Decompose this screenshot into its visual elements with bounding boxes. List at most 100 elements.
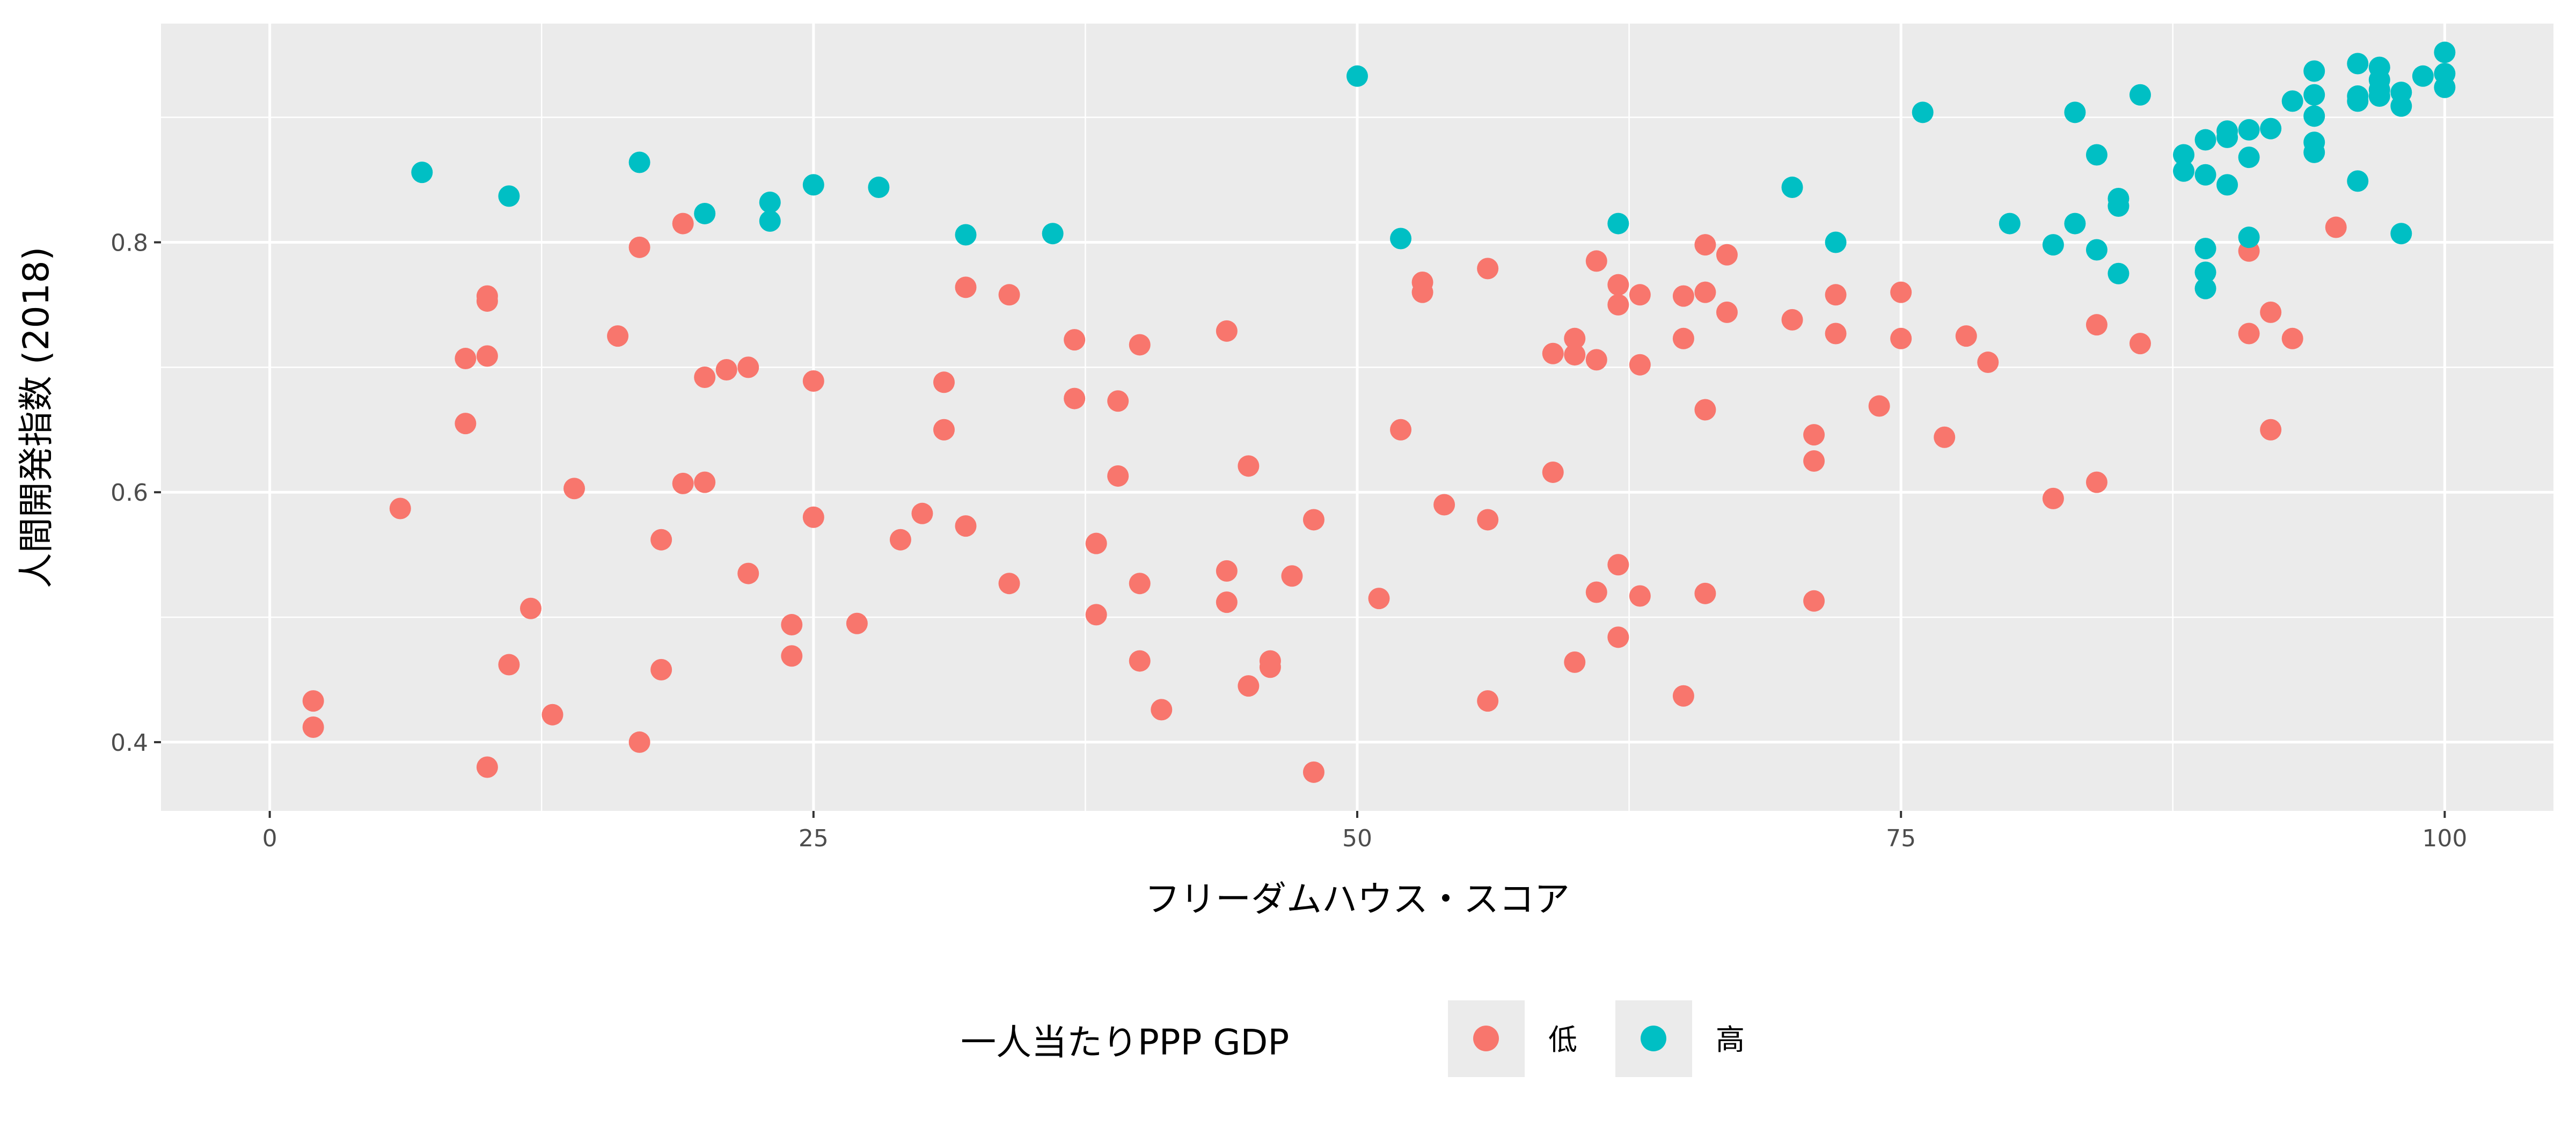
data-point-low xyxy=(1477,509,1499,531)
data-point-low xyxy=(1977,352,1999,374)
data-point-high xyxy=(2173,144,2195,166)
data-point-high xyxy=(2238,226,2260,248)
data-point-high xyxy=(2238,119,2260,141)
data-point-high xyxy=(2347,170,2369,192)
data-point-low xyxy=(933,371,955,393)
data-point-low xyxy=(1868,395,1890,417)
data-point-low xyxy=(802,370,824,392)
data-point-high xyxy=(1825,231,1847,253)
data-point-low xyxy=(672,213,694,235)
data-point-high xyxy=(2303,141,2325,163)
data-point-high xyxy=(1390,228,1412,250)
data-point-low xyxy=(1694,234,1716,256)
data-point-low xyxy=(1716,244,1738,266)
data-point-low xyxy=(1803,450,1825,472)
data-point-low xyxy=(1216,591,1238,613)
data-point-high xyxy=(2064,101,2086,123)
data-point-high xyxy=(1781,177,1803,199)
data-point-low xyxy=(476,756,498,778)
data-point-low xyxy=(1064,329,1086,351)
data-point-low xyxy=(628,731,650,753)
data-point-low xyxy=(1890,327,1912,349)
y-tick-label: 0.6 xyxy=(111,479,148,507)
data-point-low xyxy=(498,654,520,676)
x-tick-label: 25 xyxy=(799,825,829,852)
x-axis-title: フリーダムハウス・スコア xyxy=(1145,879,1570,920)
data-point-high xyxy=(2216,174,2238,196)
data-point-low xyxy=(889,529,911,551)
data-point-low xyxy=(1694,281,1716,303)
data-point-low xyxy=(2129,333,2151,355)
data-point-high xyxy=(1346,65,1368,87)
data-point-low xyxy=(1433,494,1455,516)
legend: 一人当たりPPP GDP 低 高 xyxy=(961,1000,1745,1077)
data-point-low xyxy=(1564,327,1586,349)
data-point-low xyxy=(781,645,803,667)
data-point-low xyxy=(933,419,955,441)
data-point-high xyxy=(2303,84,2325,106)
data-point-low xyxy=(1934,426,1956,448)
data-point-low xyxy=(846,612,868,634)
data-point-low xyxy=(628,236,650,258)
data-point-low xyxy=(2238,323,2260,345)
data-point-high xyxy=(2347,90,2369,112)
data-point-low xyxy=(1629,284,1651,306)
data-point-low xyxy=(650,658,672,680)
data-point-low xyxy=(1302,761,1324,783)
x-tick-label: 100 xyxy=(2422,825,2467,852)
data-point-low xyxy=(1129,650,1151,672)
data-point-high xyxy=(2260,118,2282,140)
data-point-low xyxy=(715,359,737,381)
data-point-low xyxy=(607,325,629,347)
data-point-low xyxy=(1716,301,1738,323)
data-point-high xyxy=(868,177,890,199)
data-point-high xyxy=(2173,160,2195,182)
data-point-high xyxy=(694,202,716,224)
data-point-low xyxy=(2260,301,2282,323)
legend-label-low: 低 xyxy=(1548,1023,1577,1057)
data-point-high xyxy=(2238,147,2260,169)
data-point-low xyxy=(455,348,477,370)
data-point-high xyxy=(2064,213,2086,235)
data-point-low xyxy=(1151,699,1173,721)
data-point-high xyxy=(1912,101,1934,123)
data-point-high xyxy=(955,224,977,246)
data-point-high xyxy=(2107,195,2129,217)
data-point-high xyxy=(2303,105,2325,127)
data-point-low xyxy=(1564,344,1586,366)
data-point-low xyxy=(1129,334,1151,356)
y-tick-label: 0.4 xyxy=(111,729,148,757)
data-point-high xyxy=(2085,144,2107,166)
data-point-low xyxy=(1216,320,1238,342)
data-point-high xyxy=(2434,41,2456,63)
data-point-low xyxy=(455,413,477,435)
data-point-low xyxy=(911,502,933,524)
data-point-low xyxy=(650,529,672,551)
x-tick-label: 75 xyxy=(1886,825,1916,852)
data-point-low xyxy=(1107,390,1129,412)
data-point-low xyxy=(2085,471,2107,493)
data-point-low xyxy=(1238,675,1260,697)
data-point-low xyxy=(1672,685,1694,707)
data-point-low xyxy=(1216,560,1238,582)
data-point-low xyxy=(2085,314,2107,336)
data-point-low xyxy=(476,345,498,367)
data-point-low xyxy=(1694,582,1716,604)
data-point-high xyxy=(2194,261,2216,283)
data-point-high xyxy=(628,151,650,173)
data-point-low xyxy=(1803,590,1825,612)
data-point-high xyxy=(1999,213,2021,235)
data-point-low xyxy=(519,597,541,619)
data-point-high xyxy=(759,210,781,232)
data-point-low xyxy=(1107,465,1129,487)
data-point-low xyxy=(1629,585,1651,607)
data-point-high xyxy=(411,162,433,184)
y-tick-label: 0.8 xyxy=(111,230,148,257)
data-point-low xyxy=(1477,258,1499,280)
legend-label-high: 高 xyxy=(1716,1023,1745,1057)
data-point-low xyxy=(1411,281,1433,303)
data-point-high xyxy=(2107,262,2129,284)
data-point-low xyxy=(1585,250,1607,272)
data-point-high xyxy=(2412,65,2434,87)
